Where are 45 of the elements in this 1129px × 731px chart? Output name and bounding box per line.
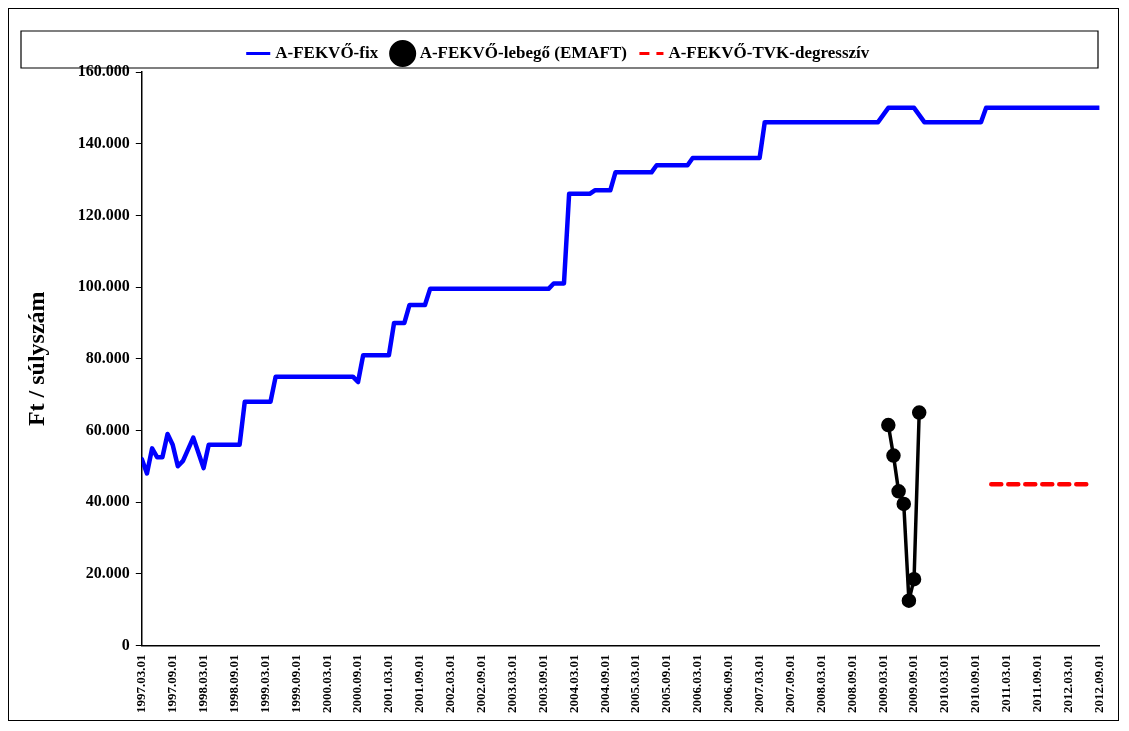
x-tick-label: 1999.09.01 [287,654,303,713]
x-tick-label: 2001.09.01 [411,654,427,713]
x-tick-label: 2005.09.01 [658,654,674,713]
x-tick-label: 1997.03.01 [133,654,149,713]
x-tick-label: 1999.03.01 [256,654,272,713]
x-tick-label: 2000.03.01 [318,654,334,713]
y-tick-label: 20.000 [85,563,130,581]
y-tick-label: 120.000 [77,205,130,223]
x-tick-label: 2012.09.01 [1090,654,1106,713]
x-tick-label: 2004.03.01 [565,654,581,713]
legend-label: A-FEKVŐ-TVK-degresszív [668,42,870,62]
x-tick-label: 2010.09.01 [967,654,983,713]
x-tick-label: 2008.09.01 [843,654,859,713]
y-tick-label: 80.000 [85,348,130,366]
legend-label: A-FEKVŐ-fix [275,42,379,62]
x-tick-label: 2001.03.01 [380,654,396,713]
x-tick-label: 2003.09.01 [534,654,550,713]
x-tick-label: 2011.03.01 [998,654,1014,713]
x-tick-label: 2005.03.01 [627,654,643,713]
x-tick-label: 2003.03.01 [503,654,519,713]
x-tick-label: 2009.09.01 [905,654,921,713]
x-tick-label: 1997.09.01 [164,654,180,713]
x-tick-label: 2002.09.01 [472,654,488,713]
y-tick-label: 60.000 [85,420,130,438]
y-tick-label: 0 [121,635,130,653]
y-tick-label: 160.000 [77,62,130,80]
x-tick-label: 2000.09.01 [349,654,365,713]
legend-label: A-FEKVŐ-lebegő (EMAFT) [419,42,627,62]
y-tick-label: 40.000 [85,492,130,510]
x-tick-label: 2002.03.01 [442,654,458,713]
x-tick-label: 2011.09.01 [1028,654,1044,713]
x-tick-label: 2006.03.01 [689,654,705,713]
x-tick-label: 2004.09.01 [596,654,612,713]
y-tick-label: 140.000 [77,133,130,151]
x-tick-label: 1998.03.01 [194,654,210,713]
x-tick-label: 2010.03.01 [936,654,952,713]
x-tick-label: 2007.09.01 [781,654,797,713]
x-tick-label: 1998.09.01 [225,654,241,713]
y-axis-title: Ft / súlyszám [22,291,49,427]
x-tick-label: 2012.03.01 [1059,654,1075,713]
x-tick-label: 2006.09.01 [720,654,736,713]
x-tick-label: 2009.03.01 [874,654,890,713]
x-tick-label: 2007.03.01 [750,654,766,713]
y-tick-label: 100.000 [77,277,130,295]
x-tick-label: 2008.03.01 [812,654,828,713]
